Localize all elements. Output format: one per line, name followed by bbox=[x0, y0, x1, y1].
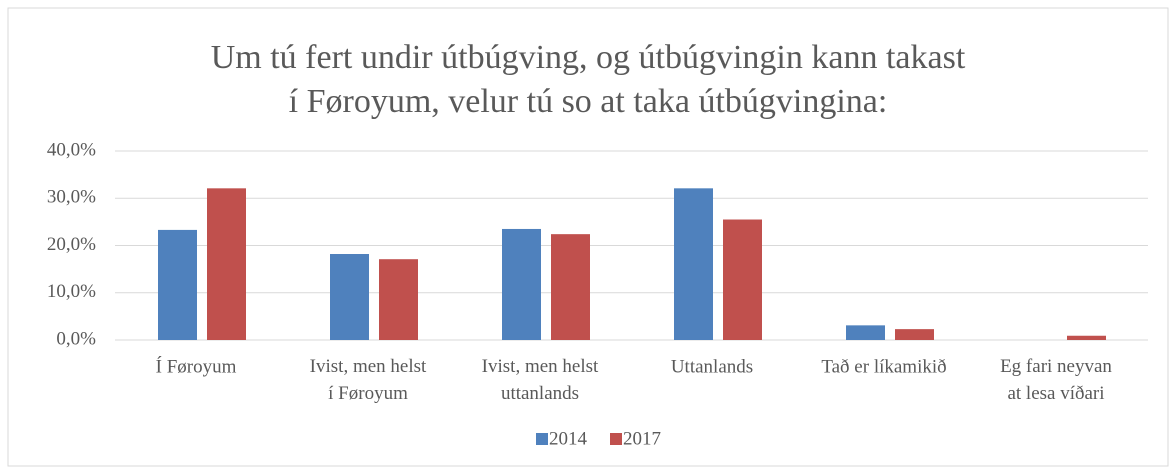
bar bbox=[158, 229, 197, 340]
bar bbox=[846, 325, 885, 340]
legend-swatch bbox=[610, 433, 622, 445]
y-tick-label: 0,0% bbox=[56, 328, 96, 349]
bar bbox=[330, 254, 369, 340]
x-tick-label: Ivist, men helst í Føroyum bbox=[310, 356, 427, 404]
legend-swatch bbox=[536, 433, 548, 445]
chart-title: Um tú fert undir útbúgving, og útbúgving… bbox=[211, 39, 966, 120]
y-tick-label: 30,0% bbox=[47, 187, 96, 208]
bar bbox=[207, 188, 246, 340]
bar bbox=[379, 259, 418, 340]
x-tick-label: Uttanlands bbox=[671, 356, 753, 377]
x-tick-label: Eg fari neyvan at lesa víðari bbox=[1000, 356, 1112, 404]
bar bbox=[895, 329, 934, 340]
legend-label: 2014 bbox=[549, 428, 588, 449]
y-tick-label: 40,0% bbox=[47, 139, 96, 160]
y-tick-label: 20,0% bbox=[47, 234, 96, 255]
bar bbox=[723, 219, 762, 340]
legend-label: 2017 bbox=[623, 428, 661, 449]
bar bbox=[502, 228, 541, 340]
y-tick-label: 10,0% bbox=[47, 281, 96, 302]
x-tick-label: Ivist, men helst uttanlands bbox=[482, 356, 599, 404]
bar bbox=[551, 234, 590, 340]
bar bbox=[674, 188, 713, 340]
bar bbox=[1067, 335, 1106, 340]
x-tick-label: Í Føroyum bbox=[156, 355, 237, 377]
x-tick-label: Tað er líkamikið bbox=[821, 356, 946, 377]
